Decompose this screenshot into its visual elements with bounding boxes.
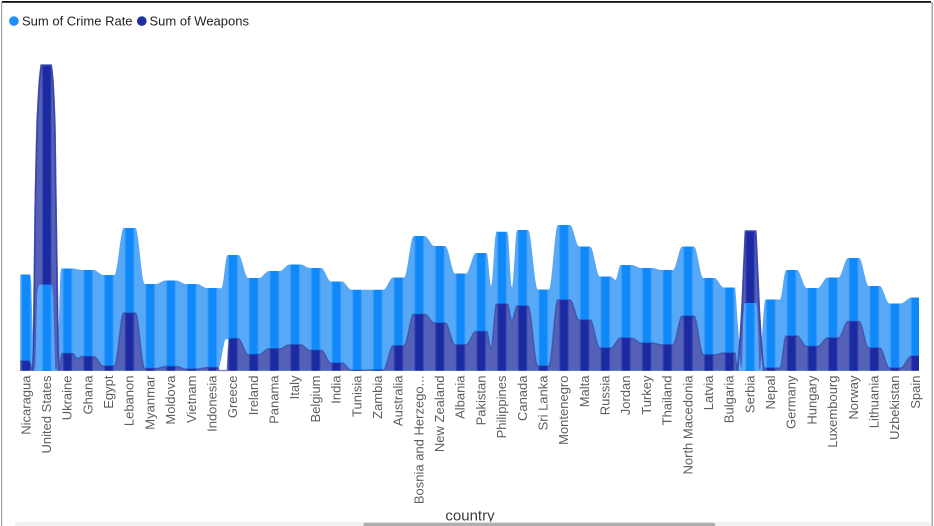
svg-text:Tunisia: Tunisia <box>349 375 364 417</box>
svg-text:Zambia: Zambia <box>370 375 385 419</box>
svg-text:Bosnia and Herzego...: Bosnia and Herzego... <box>411 376 426 505</box>
svg-text:Luxembourg: Luxembourg <box>825 376 840 448</box>
svg-text:Spain: Spain <box>908 376 923 409</box>
svg-text:Thailand: Thailand <box>660 376 675 426</box>
svg-text:Ukraine: Ukraine <box>60 376 75 421</box>
svg-text:Jordan: Jordan <box>618 376 633 416</box>
svg-text:United States: United States <box>39 375 54 454</box>
svg-text:Australia: Australia <box>391 375 406 426</box>
svg-text:Ireland: Ireland <box>246 376 261 416</box>
svg-text:Malta: Malta <box>577 375 592 408</box>
svg-text:New Zealand: New Zealand <box>432 376 447 453</box>
svg-text:Montenegro: Montenegro <box>556 376 571 445</box>
svg-text:Uzbekistan: Uzbekistan <box>887 376 902 440</box>
svg-text:Indonesia: Indonesia <box>204 375 219 432</box>
svg-text:Germany: Germany <box>784 375 799 429</box>
svg-text:Canada: Canada <box>515 375 530 421</box>
svg-text:country: country <box>445 508 495 525</box>
svg-text:Latvia: Latvia <box>701 375 716 410</box>
svg-text:Nepal: Nepal <box>763 375 778 409</box>
svg-text:Nicaragua: Nicaragua <box>18 375 33 435</box>
svg-text:Myanmar: Myanmar <box>142 375 157 430</box>
svg-text:India: India <box>329 375 344 404</box>
svg-text:Norway: Norway <box>846 375 861 420</box>
svg-text:Hungary: Hungary <box>804 375 819 425</box>
svg-text:Lebanon: Lebanon <box>122 376 137 427</box>
svg-text:Serbia: Serbia <box>742 375 757 413</box>
svg-text:Pakistan: Pakistan <box>473 376 488 426</box>
svg-text:Russia: Russia <box>597 375 612 416</box>
svg-text:Sum of Crime Rate: Sum of Crime Rate <box>22 14 133 29</box>
svg-text:Turkey: Turkey <box>639 375 654 415</box>
svg-text:Vietnam: Vietnam <box>184 376 199 423</box>
svg-text:Bulgaria: Bulgaria <box>722 375 737 423</box>
svg-text:Panama: Panama <box>266 375 281 424</box>
svg-text:Sum of Weapons: Sum of Weapons <box>150 14 250 29</box>
svg-text:Belgium: Belgium <box>308 376 323 423</box>
svg-text:Greece: Greece <box>225 376 240 419</box>
svg-text:Moldova: Moldova <box>163 375 178 425</box>
svg-text:Philippines: Philippines <box>494 375 509 438</box>
svg-text:Albania: Albania <box>453 375 468 419</box>
svg-text:North Macedonia: North Macedonia <box>680 375 695 475</box>
svg-text:Lithuania: Lithuania <box>866 375 881 429</box>
svg-text:Egypt: Egypt <box>101 375 116 409</box>
svg-text:Ghana: Ghana <box>80 375 95 415</box>
svg-text:Sri Lanka: Sri Lanka <box>535 375 550 431</box>
svg-text:Italy: Italy <box>287 375 302 399</box>
